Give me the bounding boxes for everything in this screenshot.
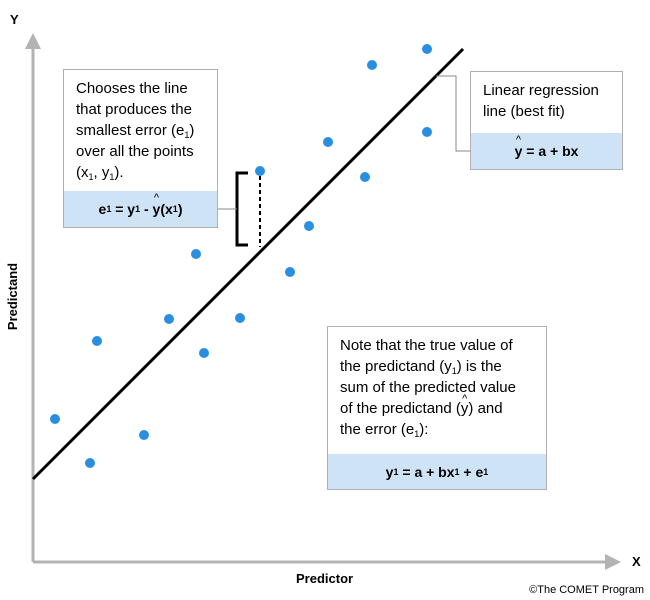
callout-line: of the predictand (y) and (340, 398, 536, 419)
error-formula: e1 = y1 - y(x1) (64, 191, 217, 227)
data-point (422, 127, 432, 137)
callout-line: line (best fit) (483, 103, 565, 120)
data-point (360, 172, 370, 182)
regression-formula: y = a + bx (471, 133, 622, 169)
data-point (422, 44, 432, 54)
x-axis-letter: X (632, 554, 641, 569)
x-axis-label: Predictor (296, 571, 354, 586)
callout-line: the predictand (y1) is the (340, 358, 502, 376)
callout-line: that produces the (76, 101, 192, 118)
copyright-notice: ©The COMET Program (529, 584, 644, 596)
callout-line: Chooses the line (76, 80, 188, 97)
data-point (367, 60, 377, 70)
error-bracket (235, 171, 248, 247)
note-callout-text: Note that the true value of the predicta… (328, 327, 546, 440)
callout-line: smallest error (e1) (76, 122, 195, 140)
data-point (191, 249, 201, 259)
callout-line: (x1, y1). (76, 164, 124, 182)
right-box-connector (436, 75, 470, 152)
y-axis-letter: Y (10, 12, 19, 27)
x-axis-arrow (605, 554, 621, 570)
regression-callout-text: Linear regression line (best fit) (471, 72, 622, 122)
data-point (139, 430, 149, 440)
callout-line: the error (e1): (340, 421, 429, 439)
data-point (255, 166, 265, 176)
data-point (199, 348, 209, 358)
data-point (92, 336, 102, 346)
data-points (50, 44, 432, 468)
callout-line: Note that the true value of (340, 337, 513, 354)
data-point (235, 313, 245, 323)
note-callout-box: Note that the true value of the predicta… (327, 326, 547, 490)
callout-line: sum of the predicted value (340, 379, 516, 396)
y-axis-label: Predictand (5, 262, 21, 331)
error-callout-box: Chooses the line that produces the small… (63, 69, 218, 228)
data-point (85, 458, 95, 468)
data-point (50, 414, 60, 424)
regression-callout-box: Linear regression line (best fit) y = a … (470, 71, 623, 170)
error-callout-text: Chooses the line that produces the small… (64, 70, 217, 183)
data-point (164, 314, 174, 324)
callout-line: Linear regression (483, 82, 599, 99)
regression-line (31, 47, 465, 481)
y-axis-arrow (25, 33, 41, 49)
data-point (304, 221, 314, 231)
data-point (285, 267, 295, 277)
data-point (323, 137, 333, 147)
callout-line: over all the points (76, 143, 194, 160)
